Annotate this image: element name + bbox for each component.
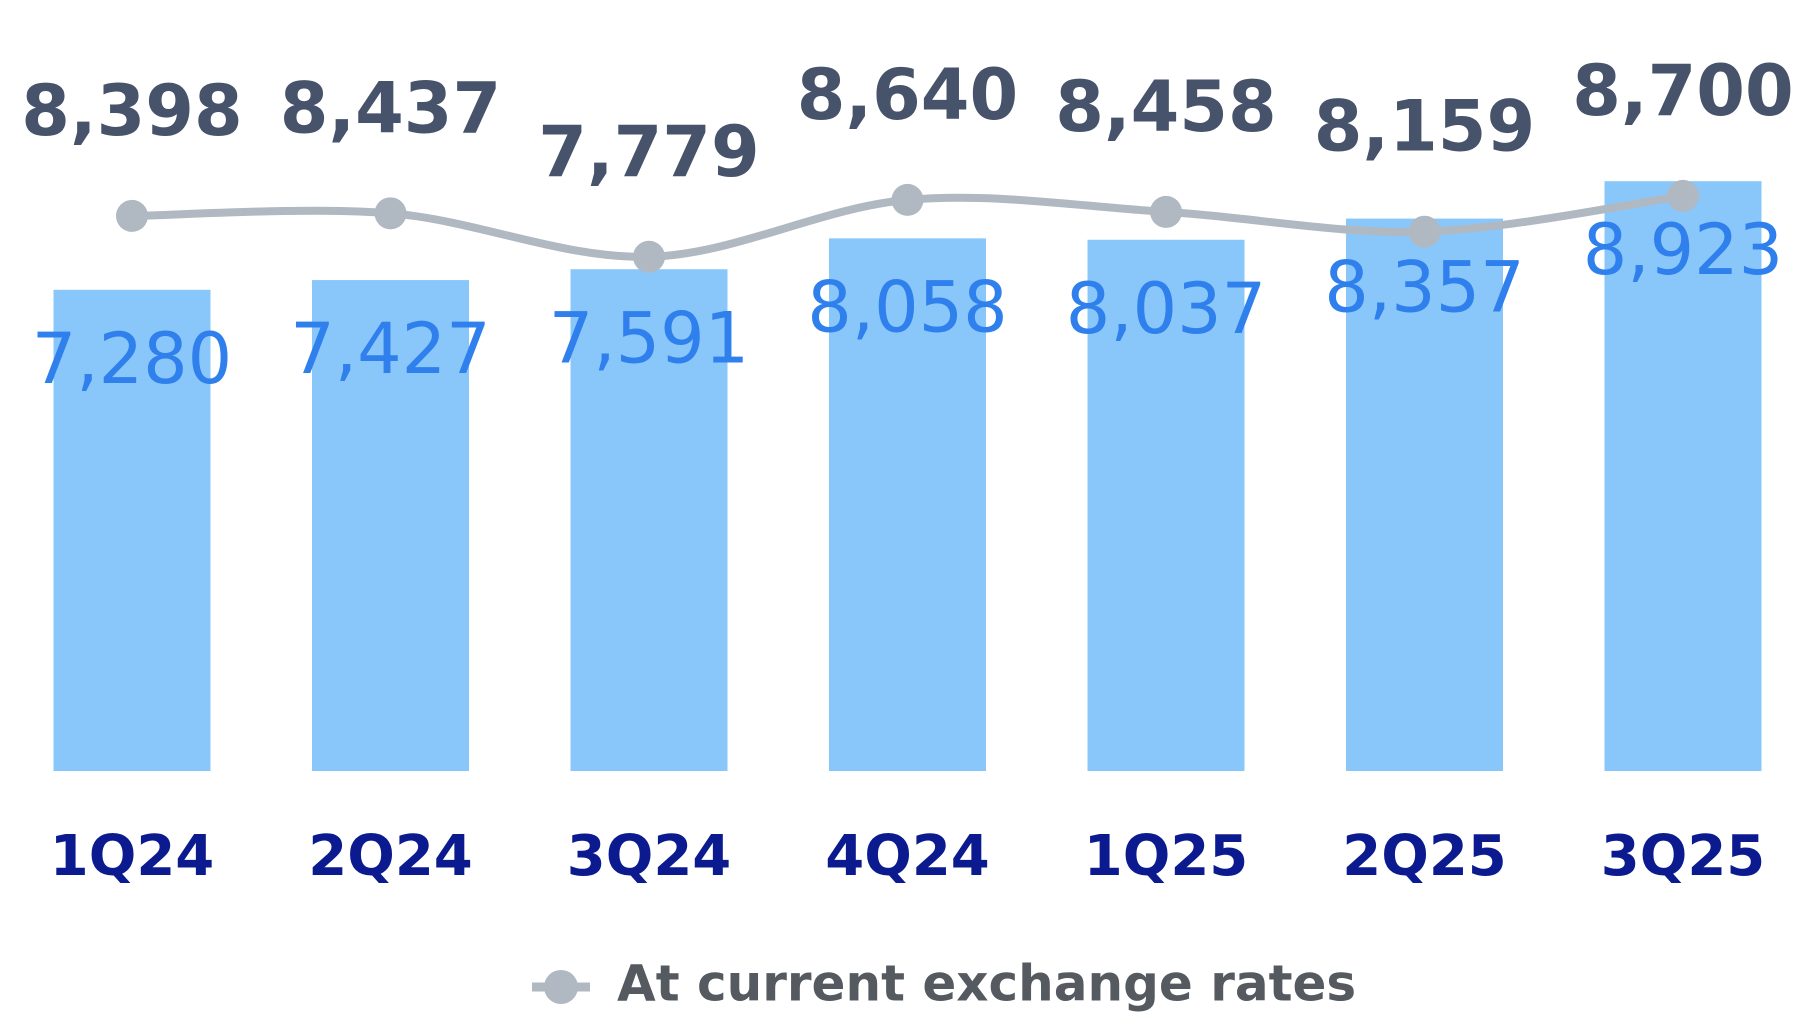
bar	[829, 238, 986, 771]
bar	[1087, 239, 1245, 772]
bar	[312, 280, 469, 771]
legend-item: At current exchange rates	[532, 955, 1356, 1013]
line-value-label: 8,458	[1055, 66, 1276, 148]
bar	[1604, 181, 1762, 771]
line-value-label: 8,159	[1314, 86, 1535, 168]
x-tick-label: 2Q25	[1342, 824, 1507, 889]
line-point	[1150, 195, 1182, 228]
line-value-label: 8,437	[280, 67, 501, 149]
line-point	[1408, 215, 1441, 248]
bar-value-label: 8,357	[1324, 247, 1524, 329]
line-value-label: 8,640	[797, 54, 1018, 136]
bar	[570, 269, 728, 771]
line-point	[633, 240, 665, 273]
bar-value-label: 8,037	[1066, 268, 1266, 350]
bar	[1346, 218, 1503, 771]
x-tick-label: 1Q24	[50, 824, 215, 889]
line-point	[374, 197, 407, 230]
bar	[53, 289, 211, 771]
x-tick-label: 3Q24	[567, 824, 732, 889]
legend-swatch-point	[544, 970, 578, 1004]
line-value-label: 8,700	[1572, 50, 1793, 132]
line-point	[116, 199, 148, 232]
x-tick-label: 2Q24	[308, 824, 473, 889]
x-tick-label: 4Q24	[825, 824, 990, 889]
bar-value-label: 7,280	[32, 318, 232, 400]
x-tick-label: 1Q25	[1084, 824, 1249, 889]
line-point	[1667, 179, 1699, 212]
bar-value-label: 8,058	[807, 266, 1007, 348]
x-tick-label: 3Q25	[1601, 824, 1766, 889]
line-value-label: 8,398	[21, 70, 242, 152]
bar-value-label: 7,591	[549, 297, 749, 379]
legend-label: At current exchange rates	[617, 955, 1356, 1013]
bar-value-label: 7,427	[290, 308, 490, 390]
bar-value-label: 8,923	[1583, 209, 1783, 291]
line-value-label: 7,779	[538, 111, 759, 193]
legend: At current exchange rates	[532, 955, 1356, 1013]
line-point	[891, 183, 924, 216]
